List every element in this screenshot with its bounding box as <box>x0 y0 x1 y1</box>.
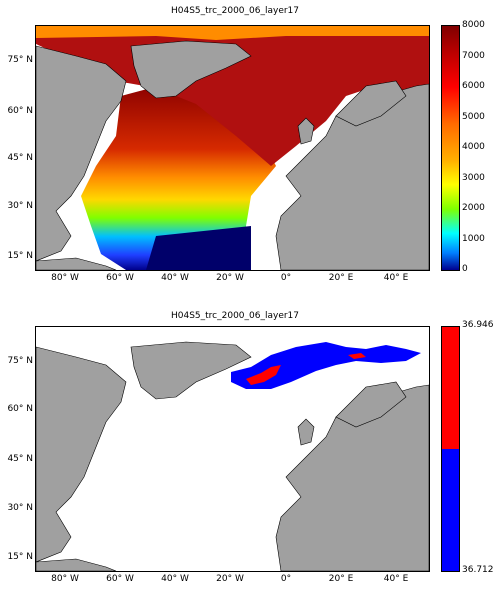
colorbar-top-tick-0: 8000 <box>462 20 485 30</box>
map-plot-top <box>36 26 429 270</box>
lat-tick-top-1: 60° N <box>7 106 33 116</box>
data-field-south-deep <box>146 226 251 270</box>
land-caribbean-bottom <box>36 558 117 571</box>
colorbar-top-tick-8: 0 <box>462 264 468 274</box>
lon-tick-top-6: 40° E <box>383 273 409 283</box>
map-panel-bottom <box>35 326 430 572</box>
lon-tick-top-2: 40° W <box>161 273 189 283</box>
colorbar-bottom-red <box>442 327 459 449</box>
lat-tick-bottom-0: 75° N <box>7 356 33 366</box>
land-caribbean <box>36 257 117 270</box>
lon-tick-bottom-1: 60° W <box>106 574 134 584</box>
data-field-west <box>81 84 276 270</box>
colorbar-top-tick-4: 4000 <box>462 142 485 152</box>
lon-tick-bottom-6: 40° E <box>383 574 409 584</box>
colorbar-bottom-blue <box>442 449 459 571</box>
lat-tick-top-2: 45° N <box>7 153 33 163</box>
colorbar-top-tick-6: 2000 <box>462 203 485 213</box>
land-uk-bottom <box>297 418 315 446</box>
lon-tick-top-1: 60° W <box>106 273 134 283</box>
lat-tick-bottom-4: 15° N <box>7 552 33 562</box>
lon-tick-bottom-2: 40° W <box>161 574 189 584</box>
land-uk <box>297 117 315 145</box>
colorbar-top-tick-2: 6000 <box>462 81 485 91</box>
class-region-red-2 <box>348 353 366 359</box>
lat-tick-top-4: 15° N <box>7 251 33 261</box>
lon-tick-top-0: 80° W <box>51 273 79 283</box>
colorbar-top-tick-5: 3000 <box>462 173 485 183</box>
land-europe-africa-bottom <box>275 384 429 571</box>
colorbar-bottom-top-label: 36.946 <box>462 320 494 330</box>
colorbar-top <box>441 25 460 271</box>
land-scandinavia-bottom <box>335 381 407 428</box>
lon-tick-top-3: 20° W <box>216 273 244 283</box>
land-greenland-bottom <box>130 341 252 400</box>
colorbar-top-tick-1: 7000 <box>462 51 485 61</box>
lat-tick-bottom-1: 60° N <box>7 404 33 414</box>
colorbar-top-tick-7: 1000 <box>462 234 485 244</box>
colorbar-bottom-bottom-label: 36.712 <box>462 565 494 575</box>
lon-tick-bottom-3: 20° W <box>216 574 244 584</box>
lon-tick-top-4: 0° <box>280 273 292 283</box>
data-field-arctic-band <box>36 26 429 40</box>
land-north-america <box>36 45 127 262</box>
lat-tick-bottom-2: 45° N <box>7 454 33 464</box>
map-title-top: H04S5_trc_2000_06_layer17 <box>170 6 300 16</box>
land-scandinavia <box>335 80 407 127</box>
land-greenland <box>130 40 252 99</box>
land-europe-africa <box>275 83 429 270</box>
lon-tick-bottom-4: 0° <box>280 574 292 584</box>
land-north-america-bottom <box>36 346 127 563</box>
colorbar-top-tick-3: 5000 <box>462 112 485 122</box>
lon-tick-bottom-5: 20° E <box>328 574 354 584</box>
class-region-red <box>246 365 281 385</box>
map-panel-top <box>35 25 430 271</box>
lat-tick-bottom-3: 30° N <box>7 503 33 513</box>
lon-tick-top-5: 20° E <box>328 273 354 283</box>
lon-tick-bottom-0: 80° W <box>51 574 79 584</box>
class-region-blue <box>231 342 421 389</box>
map-plot-bottom <box>36 327 429 571</box>
lat-tick-top-0: 75° N <box>7 55 33 65</box>
colorbar-bottom <box>441 326 460 572</box>
map-title-bottom: H04S5_trc_2000_06_layer17 <box>170 311 300 321</box>
lat-tick-top-3: 30° N <box>7 201 33 211</box>
